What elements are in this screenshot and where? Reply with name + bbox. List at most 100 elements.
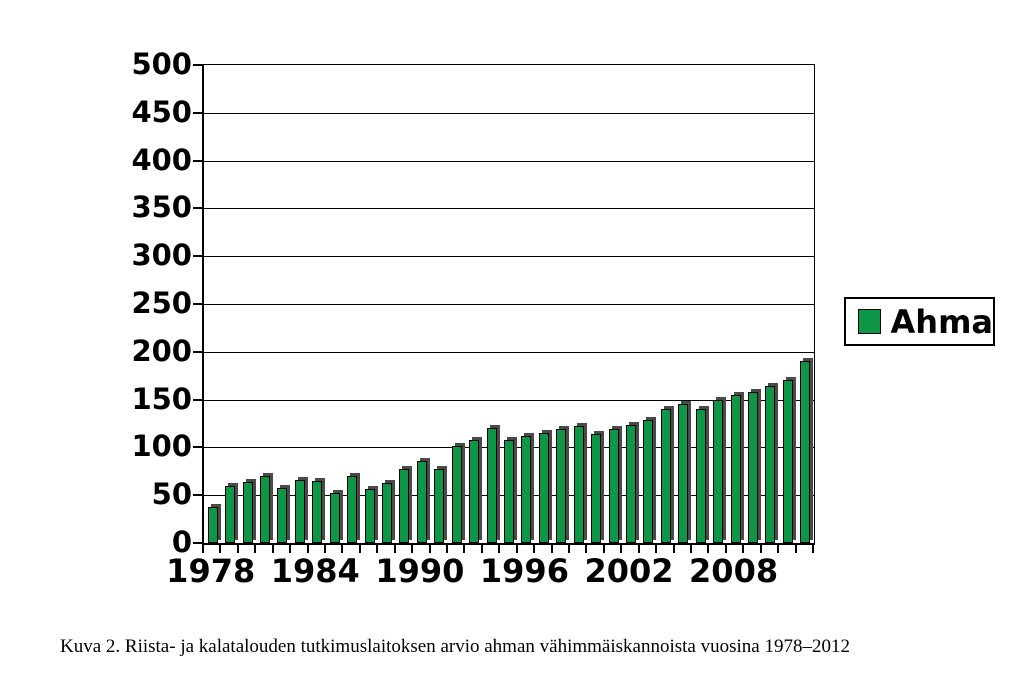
x-axis-tick (655, 544, 658, 553)
x-axis-tick (812, 544, 814, 553)
x-axis-tick (620, 544, 623, 553)
bar-1998 (556, 429, 567, 543)
x-axis-tick (742, 544, 745, 553)
x-axis-tick (672, 544, 675, 553)
bar-1993 (469, 439, 480, 543)
bar-1979 (225, 485, 236, 543)
y-axis-tick (193, 255, 202, 258)
x-axis-tick (271, 544, 274, 553)
bar-1980 (242, 481, 253, 543)
y-axis-tick (193, 446, 202, 449)
bar-2007 (713, 399, 724, 543)
x-axis-tick (428, 544, 431, 553)
x-axis-tick (341, 544, 344, 553)
y-axis-label: 400 (131, 142, 192, 177)
y-axis-label: 100 (131, 429, 192, 464)
bar-1995 (504, 439, 514, 543)
gridline (204, 399, 814, 401)
x-axis-tick (515, 544, 518, 553)
x-axis-tick (202, 544, 204, 553)
bar-1983 (294, 479, 305, 543)
x-axis-tick (254, 544, 257, 553)
y-axis-tick (193, 542, 202, 544)
bar-1989 (399, 469, 410, 543)
bar-1987 (364, 488, 375, 543)
x-axis-label: 1978 (166, 552, 256, 590)
bar-1991 (434, 469, 445, 543)
figure-caption: Kuva 2. Riista- ja kalatalouden tutkimus… (60, 636, 850, 657)
x-axis-tick (759, 544, 762, 553)
y-axis-tick (193, 64, 202, 66)
x-axis-tick (411, 544, 414, 553)
x-axis-label: 2002 (584, 552, 674, 590)
x-axis-tick (358, 544, 361, 553)
y-axis-label: 450 (131, 94, 192, 129)
bar-1999 (573, 426, 584, 543)
x-axis-tick (690, 544, 692, 553)
y-axis-label: 300 (131, 238, 192, 273)
bar-1997 (538, 433, 549, 543)
gridline (204, 112, 814, 114)
x-axis-tick (533, 544, 536, 553)
x-axis-tick (236, 544, 239, 553)
x-axis-label: 2008 (689, 552, 779, 590)
y-axis-tick (193, 303, 202, 305)
y-axis-label: 250 (131, 286, 192, 320)
bar-2008 (730, 394, 741, 543)
bar-1988 (382, 482, 392, 543)
bar-1981 (260, 476, 270, 543)
bar-1978 (207, 506, 218, 543)
x-axis-tick (794, 544, 797, 553)
bar-1984 (312, 480, 323, 543)
bar-2011 (782, 380, 793, 543)
legend-label: Ahma (890, 302, 993, 341)
x-axis-tick (724, 544, 727, 553)
x-axis-tick (568, 544, 570, 553)
y-axis-tick (193, 111, 202, 114)
y-axis-tick (193, 207, 202, 210)
x-axis-tick (585, 544, 588, 553)
gridline (204, 208, 814, 210)
y-axis-label: 350 (131, 190, 192, 225)
bar-1986 (347, 476, 358, 543)
bar-1996 (521, 435, 532, 543)
x-axis-tick (306, 544, 309, 553)
bar-1992 (451, 445, 462, 543)
gridline (204, 351, 814, 353)
bar-1982 (277, 487, 288, 543)
x-axis-tick (463, 544, 466, 553)
bar-2001 (608, 429, 619, 543)
y-axis-label: 0 (171, 525, 192, 559)
bar-2004 (660, 409, 671, 543)
bar-2000 (591, 434, 602, 543)
x-axis-label: 1984 (270, 552, 360, 590)
gridline (204, 160, 814, 162)
bar-2010 (765, 386, 776, 543)
x-axis-tick (498, 544, 501, 553)
x-axis-tick (324, 544, 326, 553)
plot-area (202, 64, 815, 545)
bar-2002 (626, 425, 636, 543)
y-axis-label: 150 (131, 381, 192, 416)
y-axis-label: 500 (131, 47, 192, 81)
y-axis-label: 50 (151, 477, 192, 512)
y-axis-tick (193, 398, 202, 401)
legend-swatch-icon (858, 309, 881, 334)
legend-box: Ahma (844, 297, 995, 346)
bar-2005 (678, 404, 689, 543)
bar-2006 (695, 409, 706, 543)
x-axis-tick (777, 544, 780, 553)
gridline (204, 256, 814, 258)
y-axis-tick (193, 159, 202, 162)
y-axis-tick (193, 494, 202, 497)
x-axis-label: 1996 (479, 552, 569, 590)
bar-2009 (748, 391, 758, 543)
bar-1994 (486, 428, 497, 543)
y-axis-tick (193, 350, 202, 353)
x-axis-label: 1990 (375, 552, 465, 590)
bar-2003 (643, 419, 654, 543)
x-axis-tick (480, 544, 483, 553)
y-axis-label: 200 (131, 333, 192, 368)
x-axis-tick (637, 544, 640, 553)
